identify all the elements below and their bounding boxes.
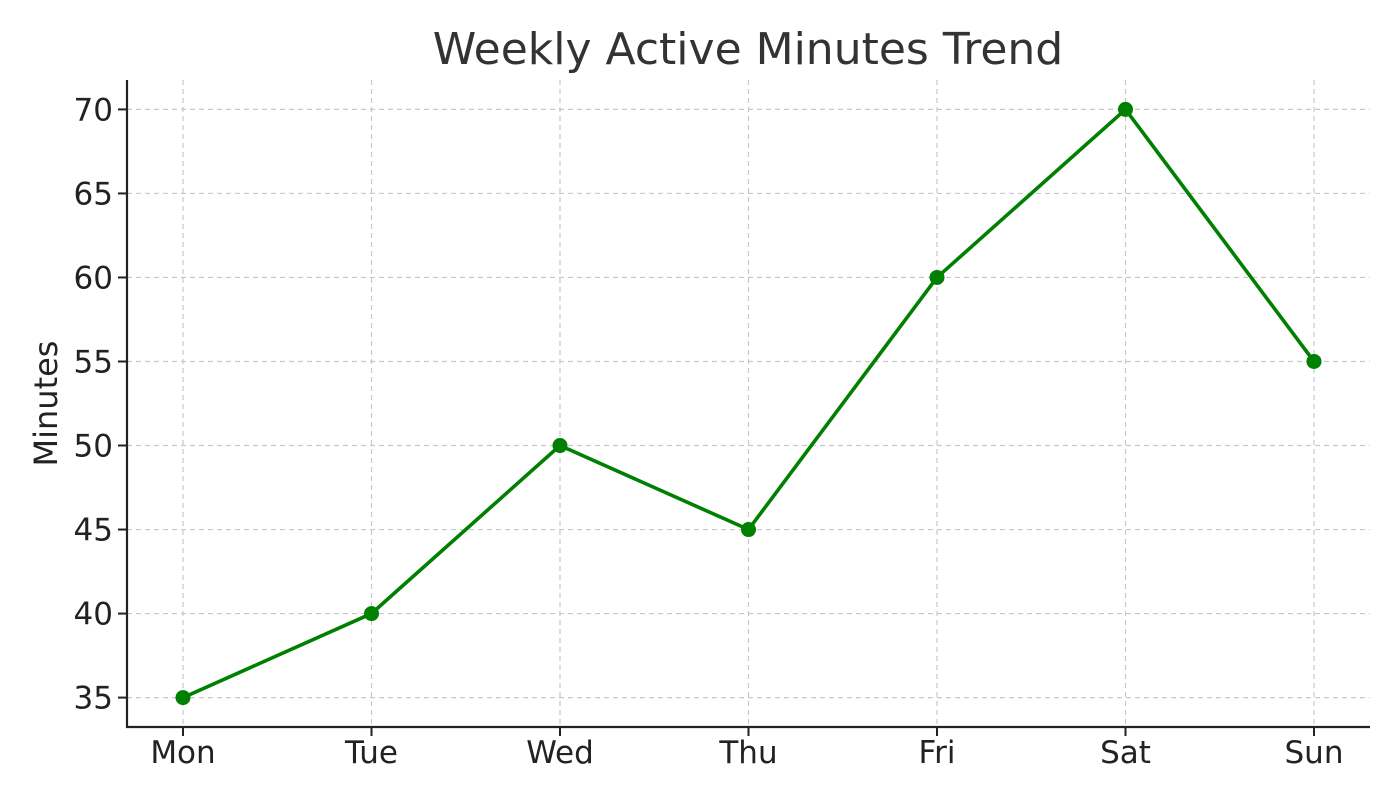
data-point: [929, 269, 945, 285]
x-tick-label: Thu: [718, 735, 777, 771]
data-point: [175, 690, 191, 706]
chart-title: Weekly Active Minutes Trend: [433, 24, 1064, 75]
data-point: [1118, 101, 1133, 117]
axis-spines: [125, 80, 1370, 729]
data-point: [741, 522, 756, 538]
y-axis-label: Minutes: [27, 341, 65, 467]
data-point: [552, 438, 568, 454]
y-tick-label: 60: [74, 260, 113, 296]
x-tick-label: Sat: [1100, 735, 1151, 771]
x-tick-label: Sun: [1285, 735, 1344, 771]
y-tick-label: 65: [74, 176, 113, 212]
x-tick-label: Mon: [150, 735, 215, 771]
y-tick-label: 50: [74, 429, 113, 465]
x-axis-ticks: Mon Tue Wed Thu Fri Sat Sun: [150, 727, 1343, 771]
x-tick-label: Fri: [919, 735, 956, 771]
y-tick-label: 70: [74, 92, 113, 128]
y-tick-label: 55: [74, 344, 113, 380]
data-point: [364, 606, 379, 622]
y-tick-label: 45: [74, 513, 113, 549]
data-point: [1306, 353, 1322, 369]
x-tick-label: Wed: [526, 735, 594, 771]
y-tick-label: 35: [74, 681, 113, 717]
grid: [127, 80, 1370, 727]
series-group: [175, 101, 1322, 706]
y-tick-label: 40: [74, 597, 113, 633]
y-axis-ticks: 35 40 45 50 55 60 65 70: [74, 92, 127, 717]
x-tick-label: Tue: [344, 735, 398, 771]
